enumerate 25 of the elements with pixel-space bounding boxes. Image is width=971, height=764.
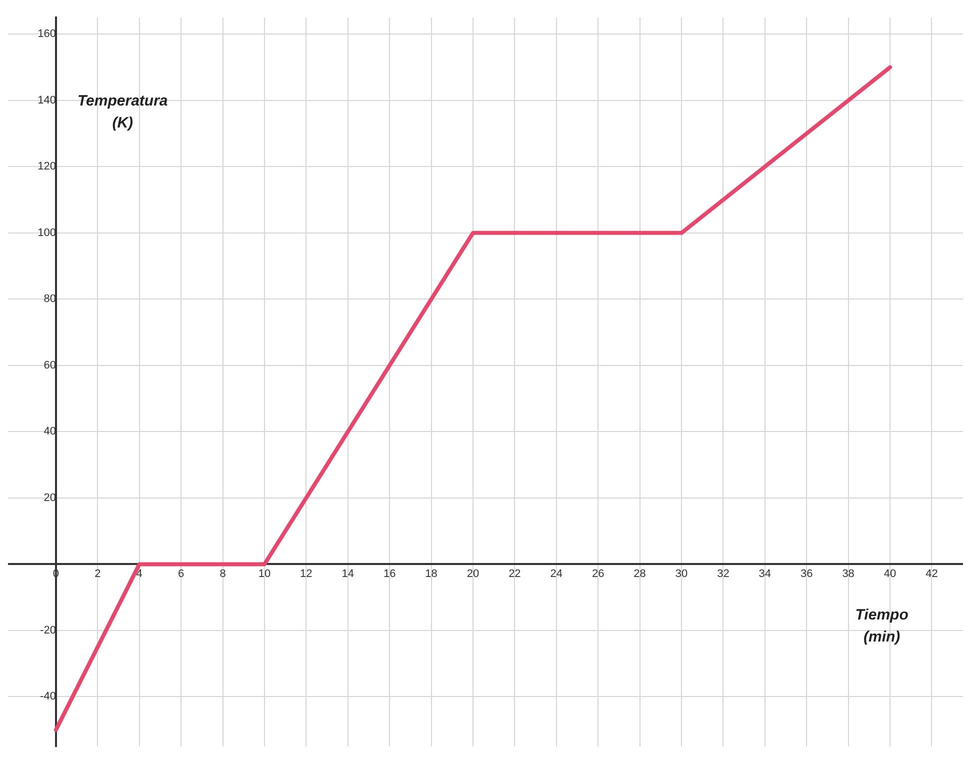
x-tick-label: 16	[383, 568, 396, 580]
x-tick-label: 22	[508, 568, 521, 580]
x-tick-label: 36	[800, 568, 813, 580]
x-tick-label: 28	[634, 568, 646, 580]
x-tick-label: 34	[758, 568, 772, 580]
x-tick-label: 24	[550, 568, 563, 580]
x-tick-label: 26	[592, 568, 604, 580]
x-tick-label: 2	[94, 568, 101, 580]
y-tick-label: 160	[38, 28, 56, 40]
y-axis-title: Temperatura (K)	[77, 92, 168, 132]
x-tick-label: 38	[842, 568, 854, 580]
x-axis-title: Tiempo (min)	[855, 606, 908, 646]
x-tick-label: 18	[425, 568, 438, 580]
x-tick-label: 40	[884, 568, 896, 580]
x-tick-label: 4	[136, 568, 142, 580]
x-tick-label: 6	[178, 568, 184, 580]
x-tick-label: 14	[342, 568, 354, 580]
x-tick-label: 30	[675, 568, 688, 580]
y-tick-label: 100	[38, 226, 56, 239]
x-tick-label: 20	[466, 568, 480, 580]
x-tick-label: 12	[300, 568, 312, 580]
x-tick-label: 10	[258, 568, 271, 580]
x-tick-label: 32	[717, 568, 730, 580]
x-tick-label: 42	[926, 568, 938, 580]
x-tick-label: 8	[220, 568, 226, 580]
